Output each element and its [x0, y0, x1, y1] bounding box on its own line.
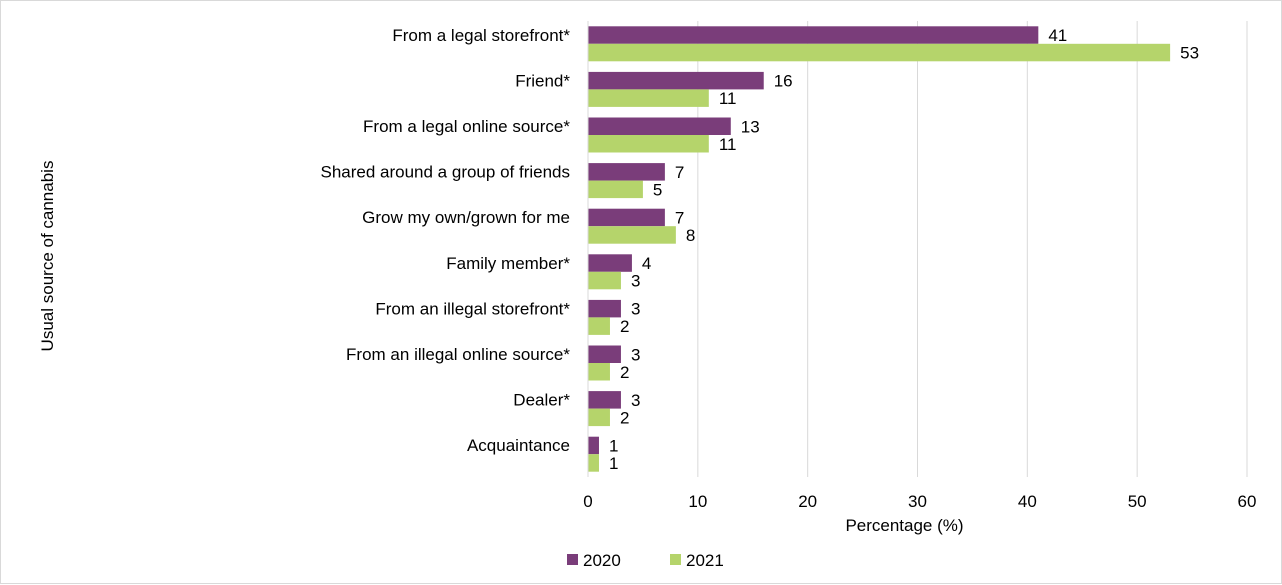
bar-2020	[588, 71, 764, 90]
x-tick-label: 40	[1018, 492, 1037, 511]
data-label-2021: 11	[719, 89, 737, 108]
category-label: Dealer*	[513, 391, 570, 410]
data-label-2021: 2	[620, 408, 629, 427]
data-label-2020: 16	[774, 72, 793, 91]
data-label-2021: 53	[1180, 44, 1199, 63]
legend-label-2020: 2020	[583, 551, 621, 570]
data-label-2021: 11	[719, 135, 737, 154]
bar-2021	[588, 317, 610, 335]
bar-2020	[588, 436, 599, 455]
data-label-2021: 2	[620, 363, 629, 382]
bar-2021	[588, 180, 643, 199]
data-label-2021: 1	[609, 454, 618, 473]
x-tick-label: 60	[1238, 492, 1257, 511]
x-tick-label: 0	[583, 492, 592, 511]
data-label-2020: 1	[609, 436, 618, 455]
x-tick-labels: 0 10 20 30 40 50 60	[583, 492, 1256, 511]
data-label-2021: 5	[653, 180, 662, 199]
bar-2020	[588, 26, 1039, 44]
category-label: Shared around a group of friends	[320, 163, 570, 182]
data-label-2020: 3	[631, 345, 640, 364]
legend-label-2021: 2021	[686, 551, 724, 570]
x-tick-label: 30	[908, 492, 927, 511]
data-label-2020: 7	[675, 208, 684, 227]
x-axis-title: Percentage (%)	[845, 516, 963, 535]
legend: 2020 2021	[567, 551, 724, 570]
x-tick-label: 10	[688, 492, 707, 511]
category-label: From a legal storefront*	[392, 26, 570, 45]
data-label-2021: 2	[620, 317, 629, 336]
category-label: From an illegal online source*	[346, 345, 570, 364]
category-label: Friend*	[515, 71, 570, 90]
bar-2020	[588, 163, 665, 181]
legend-swatch-2020	[567, 554, 578, 565]
data-label-2020: 4	[642, 254, 651, 273]
bar-2020	[588, 299, 621, 318]
data-label-2020: 41	[1048, 26, 1067, 45]
data-label-2021: 3	[631, 272, 640, 291]
category-labels: From a legal storefront* Friend* From a le…	[320, 26, 570, 455]
y-axis-title: Usual source of cannabis	[38, 161, 57, 352]
data-label-2020: 3	[631, 391, 640, 410]
bar-2021	[588, 454, 599, 472]
data-label-2021: 8	[686, 226, 695, 245]
bar-2020	[588, 117, 731, 135]
category-label: Family member*	[446, 254, 570, 273]
category-label: From an illegal storefront*	[375, 299, 570, 318]
bar-2020	[588, 345, 621, 363]
category-label: Grow my own/grown for me	[362, 208, 570, 227]
bar-2021	[588, 135, 709, 153]
bar-2020	[588, 254, 632, 272]
bars	[588, 26, 1171, 472]
bar-2020	[588, 208, 665, 227]
x-tick-label: 50	[1128, 492, 1147, 511]
data-label-2020: 3	[631, 300, 640, 319]
bar-2021	[588, 89, 709, 107]
bar-2021	[588, 226, 676, 244]
bar-2020	[588, 391, 621, 409]
gridlines	[697, 21, 1248, 477]
category-label: Acquaintance	[467, 436, 570, 455]
bar-2021	[588, 43, 1171, 62]
legend-swatch-2021	[670, 554, 681, 565]
bar-2021	[588, 271, 621, 290]
x-tick-label: 20	[798, 492, 817, 511]
category-label: From a legal online source*	[363, 117, 570, 136]
data-label-2020: 13	[741, 117, 760, 136]
bar-2021	[588, 363, 610, 381]
data-label-2020: 7	[675, 163, 684, 182]
bar-2021	[588, 408, 610, 427]
